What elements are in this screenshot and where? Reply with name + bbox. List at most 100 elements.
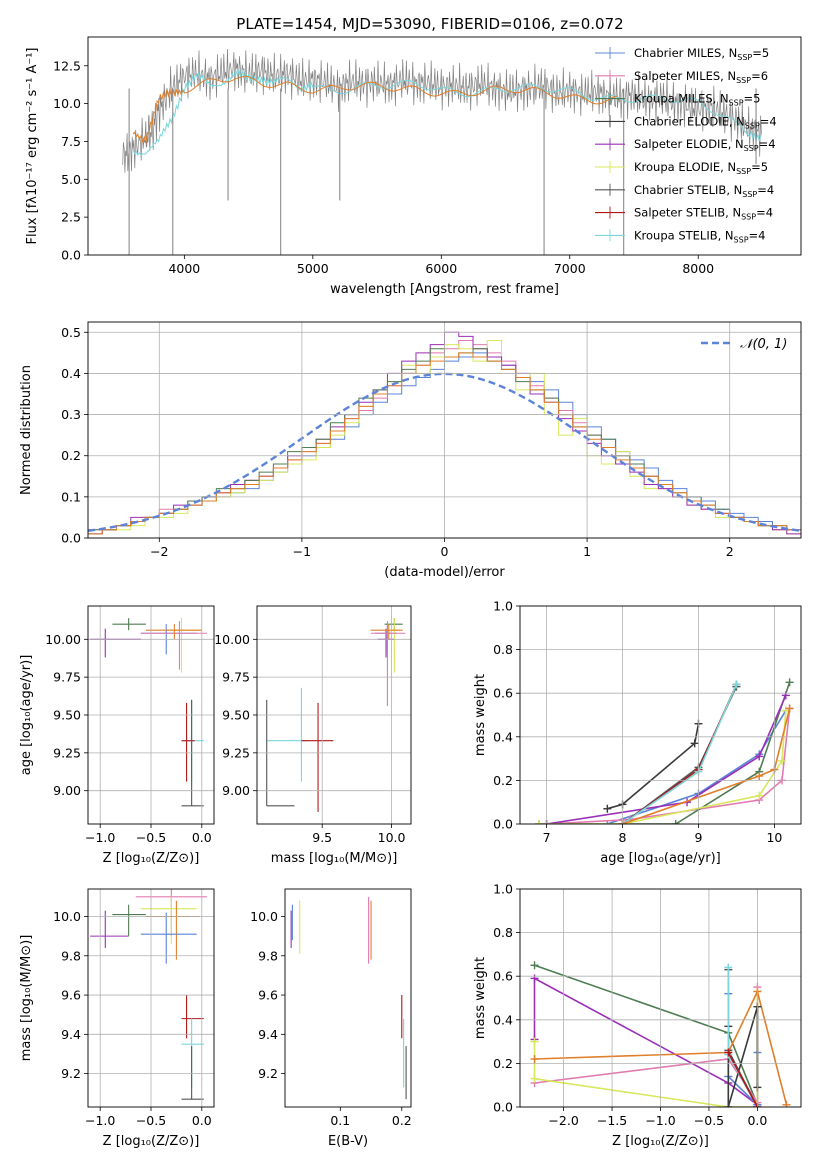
errorbar-point <box>181 995 204 1039</box>
tick-label: 0.8 <box>493 925 513 940</box>
series-marker <box>530 974 539 983</box>
y-axis-label: age [log₁₀(age/yr)] <box>19 655 34 776</box>
series-line <box>546 695 787 824</box>
errorbar-point <box>145 900 200 960</box>
errorbar-point <box>140 896 197 944</box>
legend-subscript: SSP <box>742 190 757 199</box>
axes-frame <box>519 605 802 825</box>
plot-area <box>534 678 794 824</box>
series-marker <box>530 1055 539 1064</box>
legend-count: =5 <box>752 46 769 60</box>
tick-label: 0.6 <box>493 969 513 984</box>
series-line <box>539 710 787 824</box>
axes-frame <box>87 321 802 539</box>
plot-area <box>90 618 207 807</box>
tick-label: 9.6 <box>258 988 278 1003</box>
page-title: PLATE=1454, MJD=53090, FIBERID=0106, z=0… <box>236 15 623 33</box>
series-marker <box>782 1100 791 1107</box>
errorbar-point <box>112 904 146 937</box>
series-marker <box>755 752 764 761</box>
tick-label: 0.1 <box>61 489 81 504</box>
tick-label: 0.2 <box>493 773 513 788</box>
x-axis-label: Z [log₁₀(Z/Z⊙)] <box>612 1134 709 1149</box>
legend-count: =6 <box>751 69 768 83</box>
tick-label: 0.4 <box>493 729 513 744</box>
tick-label: 9.25 <box>222 745 250 760</box>
tick-label: 9.50 <box>222 708 250 723</box>
y-axis-label: mass [log₁₀(M/M⊙)] <box>19 935 34 1062</box>
series-marker <box>530 961 539 970</box>
tick-label: −0.5 <box>694 1113 724 1128</box>
series-line <box>539 682 791 824</box>
tick-label: 0.6 <box>493 686 513 701</box>
legend-subscript: SSP <box>736 167 751 176</box>
y-axis-label: Normed distribution <box>19 365 34 495</box>
legend-label: Kroupa MILES, NSSP=5 <box>634 92 760 108</box>
tick-label: 6000 <box>425 261 457 276</box>
series-marker <box>778 756 787 765</box>
tick-label: 9.50 <box>53 708 81 723</box>
legend-subscript: SSP <box>744 144 759 153</box>
series-marker <box>530 1074 539 1083</box>
errorbar-point <box>370 624 403 640</box>
tick-label: 10.0 <box>53 909 81 924</box>
axes-frame <box>284 888 412 1108</box>
tick-label: 0.0 <box>61 248 81 263</box>
legend-subscript: SSP <box>745 121 760 130</box>
tick-label: 8000 <box>682 261 714 276</box>
tick-label: 9.6 <box>61 988 81 1003</box>
tick-label: 4000 <box>168 261 200 276</box>
legend-subscript: SSP <box>741 213 756 222</box>
legend-label: Kroupa ELODIE, NSSP=5 <box>634 160 768 176</box>
series-marker <box>755 791 764 800</box>
tick-label: 7000 <box>554 261 586 276</box>
errorbar-point <box>181 1018 204 1088</box>
legend-subscript: SSP <box>729 99 744 108</box>
panel-mass_vs_Z: −1.0 −0.5 0.0 9.2 9.4 9.6 9.8 10.0 Z [log₁₀(Z/Z⊙… <box>19 888 215 1149</box>
errorbar-point <box>140 912 197 964</box>
tick-label: 9.00 <box>222 783 250 798</box>
spectrum-line <box>122 48 762 173</box>
x-axis-label: E(B-V) <box>328 1134 368 1149</box>
tick-label: 12.5 <box>53 58 81 73</box>
series-marker <box>732 680 741 689</box>
tick-label: 0.4 <box>61 366 81 381</box>
tick-label: 9.2 <box>258 1066 278 1081</box>
tick-label: 0.2 <box>392 1113 412 1128</box>
errorbar-point <box>301 702 334 812</box>
legend-label: Chabrier STELIB, NSSP=4 <box>634 183 774 199</box>
series-line <box>533 991 759 1107</box>
errorbar-point <box>145 624 202 640</box>
legend-label: Salpeter STELIB, NSSP=4 <box>634 206 773 222</box>
errorbar-point <box>266 687 309 782</box>
legend-count: =4 <box>757 183 774 197</box>
series-marker <box>671 820 680 824</box>
series-marker <box>724 1103 733 1107</box>
tick-label: 0.0 <box>61 531 81 546</box>
series-line <box>607 723 700 810</box>
series-marker <box>530 1037 539 1046</box>
legend-label: 𝒩(0, 1) <box>740 337 787 352</box>
tick-label: 9.4 <box>258 1027 278 1042</box>
tick-label: 0.2 <box>493 1056 513 1071</box>
series-line <box>533 977 758 1106</box>
series-line <box>727 993 759 1107</box>
axes-frame <box>256 605 412 825</box>
tick-label: 9.5 <box>312 830 332 845</box>
axes-frame <box>519 888 802 1108</box>
tick-label: −2 <box>150 544 168 559</box>
legend-count: =4 <box>756 206 773 220</box>
tick-label: 10.0 <box>53 96 81 111</box>
x-axis-label: Z [log₁₀(Z/Z⊙)] <box>103 1134 200 1149</box>
legend-subscript: SSP <box>736 76 751 85</box>
series-line <box>622 708 791 824</box>
spectrum-line <box>132 68 762 156</box>
axes-frame <box>87 36 802 256</box>
tick-label: 0.1 <box>330 1113 350 1128</box>
tick-label: 0.4 <box>493 1012 513 1027</box>
y-axis-label: Flux [fλ10⁻¹⁷ erg cm⁻² s⁻¹ A⁻¹] <box>25 48 40 245</box>
tick-label: −0.5 <box>136 1113 166 1128</box>
series-marker <box>724 963 733 972</box>
tick-label: 9.75 <box>53 670 81 685</box>
